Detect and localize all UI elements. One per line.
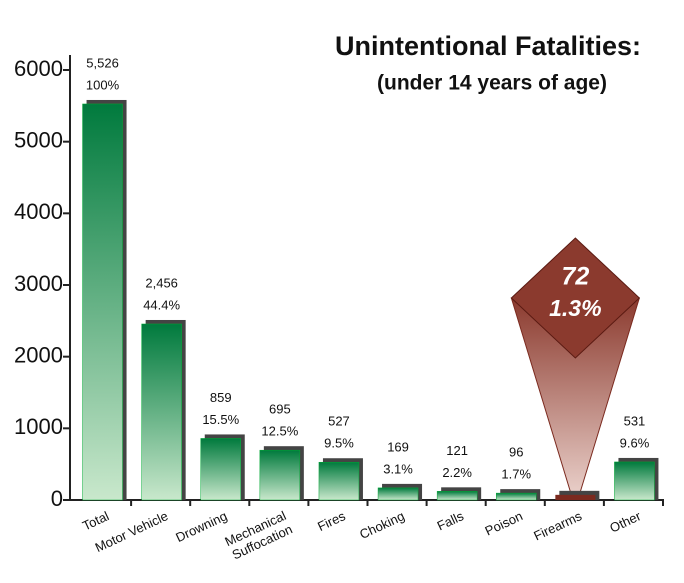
bar bbox=[496, 492, 537, 501]
value-label: 859 bbox=[210, 390, 232, 405]
y-tick-label: 4000 bbox=[14, 199, 63, 224]
bar bbox=[614, 461, 655, 501]
bar bbox=[436, 491, 478, 501]
value-label: 2,456 bbox=[145, 275, 178, 290]
percent-label: 1.7% bbox=[501, 467, 531, 482]
bar bbox=[318, 461, 360, 501]
bar bbox=[555, 494, 596, 500]
value-label: 96 bbox=[509, 445, 523, 460]
bar bbox=[82, 103, 123, 501]
bar bbox=[377, 487, 419, 501]
percent-label: 9.5% bbox=[324, 436, 354, 451]
y-tick-label: 3000 bbox=[14, 271, 63, 296]
x-tick-label: Poison bbox=[483, 508, 525, 538]
value-label: 527 bbox=[328, 414, 350, 429]
bar bbox=[200, 438, 241, 501]
percent-label: 2.2% bbox=[442, 465, 472, 480]
x-tick-label: Total bbox=[80, 508, 111, 533]
y-tick-label: 5000 bbox=[14, 127, 63, 152]
x-tick-label: Fires bbox=[315, 508, 348, 534]
x-tick-label: Drowning bbox=[173, 508, 229, 545]
percent-label: 12.5% bbox=[261, 424, 298, 439]
percent-label: 15.5% bbox=[202, 412, 239, 427]
value-label: 695 bbox=[269, 402, 291, 417]
percent-label: 100% bbox=[86, 77, 120, 92]
percent-label: 9.6% bbox=[620, 435, 650, 450]
chart-title: Unintentional Fatalities: bbox=[335, 31, 641, 61]
value-label: 5,526 bbox=[86, 55, 119, 70]
x-tick-label: Choking bbox=[357, 508, 407, 542]
value-label: 121 bbox=[446, 443, 468, 458]
x-tick-label: Other bbox=[607, 508, 643, 536]
bar bbox=[259, 449, 301, 501]
x-tick-label: MechanicalSuffocation bbox=[223, 508, 295, 563]
value-label: 169 bbox=[387, 439, 409, 454]
y-tick-label: 1000 bbox=[14, 414, 63, 439]
callout bbox=[510, 237, 641, 359]
value-label: 531 bbox=[624, 413, 646, 428]
bar bbox=[141, 323, 182, 501]
x-tick-label: Falls bbox=[435, 508, 467, 533]
percent-label: 44.4% bbox=[143, 297, 180, 312]
x-tick-label: Firearms bbox=[531, 508, 584, 543]
percent-label: 1.3% bbox=[549, 295, 601, 321]
chart-subtitle: (under 14 years of age) bbox=[377, 72, 607, 95]
value-label: 72 bbox=[561, 263, 589, 291]
y-tick-label: 6000 bbox=[14, 56, 63, 81]
percent-label: 3.1% bbox=[383, 461, 413, 476]
y-tick-label: 2000 bbox=[14, 342, 63, 367]
y-tick-label: 0 bbox=[51, 486, 63, 511]
